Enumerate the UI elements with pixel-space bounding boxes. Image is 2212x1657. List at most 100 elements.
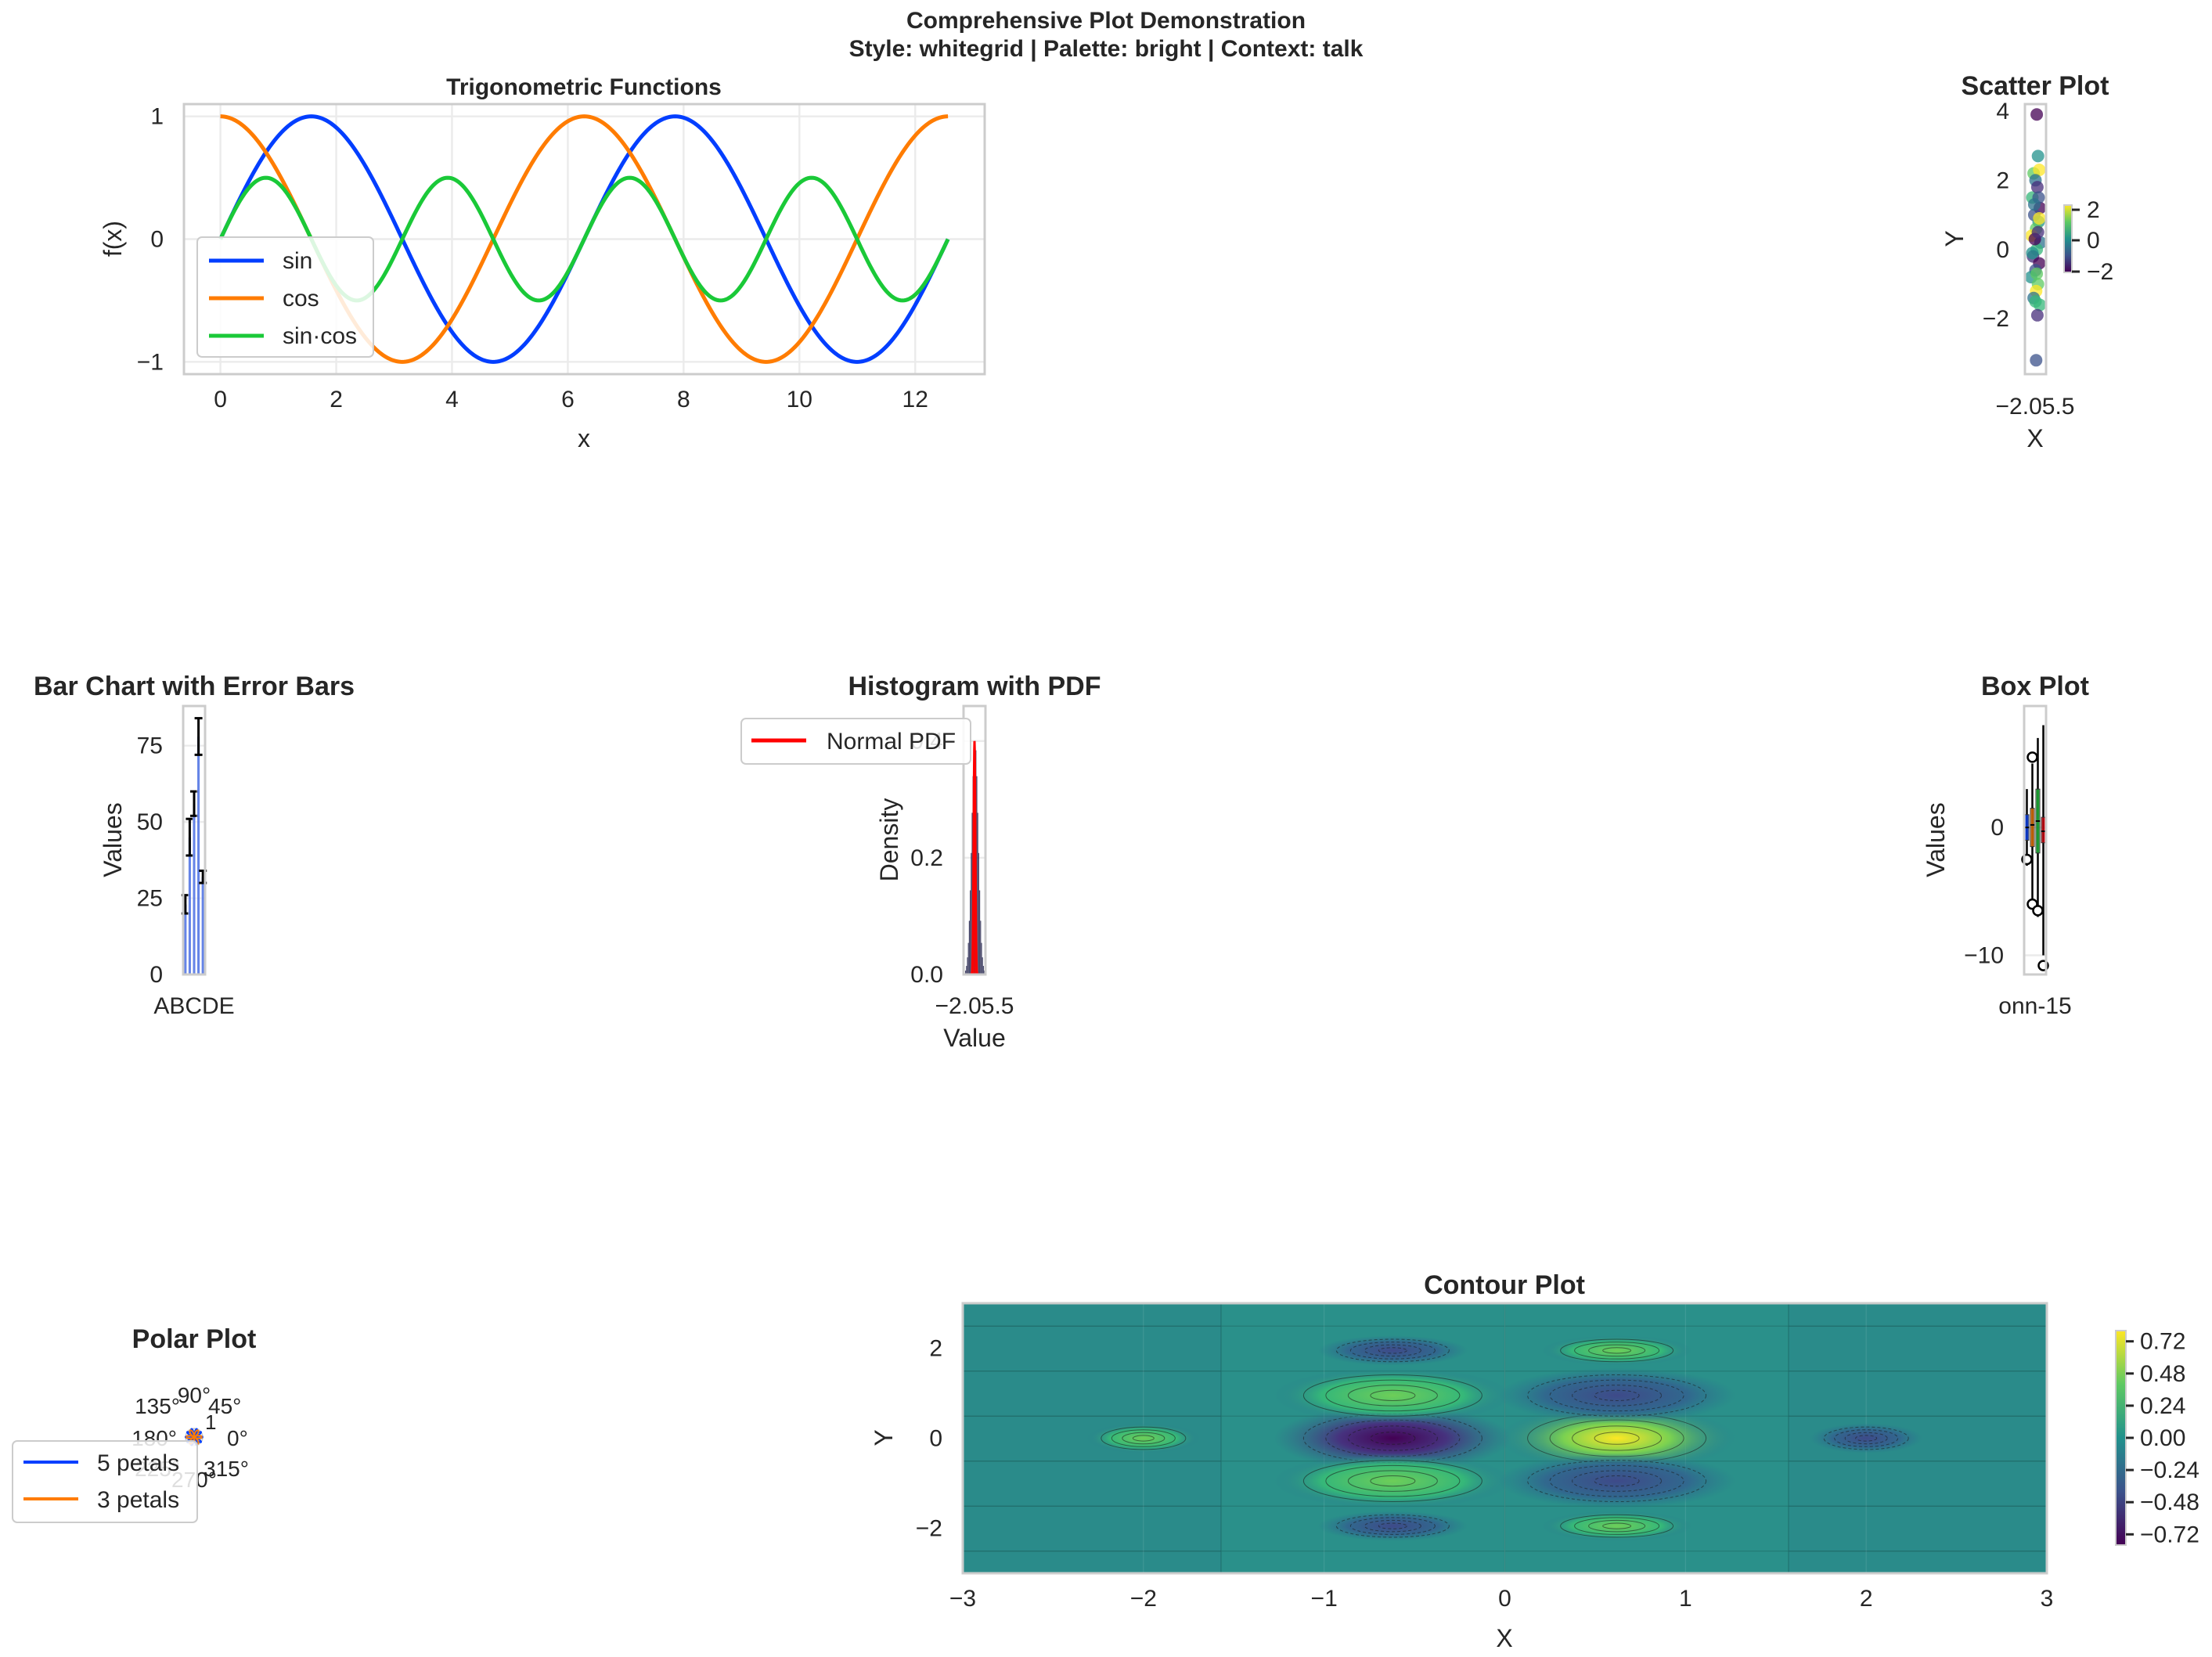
suptitle-line1: Comprehensive Plot Demonstration (906, 8, 1306, 34)
contour-line (1347, 1470, 1438, 1492)
polar-series-5 petals (184, 1428, 204, 1446)
contour-xlabel: X (1496, 1624, 1512, 1652)
contour-line (1347, 1385, 1438, 1407)
contour-line (1527, 1374, 1707, 1417)
contour-line (1588, 1344, 1646, 1357)
bar-title: Bar Chart with Error Bars (34, 672, 355, 701)
scatter-xlabel: X (2026, 424, 2043, 452)
polar-panel: Polar Plot 0°45°90°135°180°225°270°315°1… (12, 1324, 257, 1523)
hist-bin (982, 966, 984, 974)
scatter-ytick: −2 (1983, 306, 2009, 332)
scatter-point (2030, 267, 2044, 280)
contour-line (1594, 1475, 1640, 1487)
trig-ytick: 0 (150, 227, 164, 253)
scatter-cbar-tick: 2 (2087, 197, 2100, 223)
suptitle-line2: Style: whitegrid | Palette: bright | Con… (849, 36, 1364, 62)
hist-bin (967, 942, 969, 974)
contour-title: Contour Plot (1424, 1270, 1585, 1300)
bar-E (201, 877, 205, 975)
trig-xtick: 6 (561, 387, 575, 412)
contour-line (1370, 1389, 1416, 1401)
scatter-ytick: 4 (1996, 99, 2009, 124)
box-ylabel: Values (1922, 802, 1950, 877)
trig-ytick: 1 (150, 104, 164, 130)
bar-A (183, 904, 187, 975)
hist-ytick: 0.2 (910, 845, 943, 871)
scatter-cbar-tick: −2 (2087, 259, 2113, 285)
scatter-point (2030, 181, 2044, 194)
box-xticks: onn-15 (1998, 993, 2071, 1019)
contour-line (1560, 1514, 1674, 1538)
contour-line (1325, 1379, 1461, 1412)
scatter-cbar-tick: 0 (2087, 228, 2100, 254)
contour-line (1855, 1435, 1878, 1442)
contour-line (1823, 1426, 1909, 1450)
hist-bin (965, 970, 967, 974)
trig-title: Trigonometric Functions (446, 74, 722, 100)
contour-line (1132, 1435, 1155, 1442)
contour-line (1574, 1342, 1660, 1360)
contour-cbar-tick: 0.48 (2140, 1361, 2185, 1387)
contour-line (1378, 1522, 1407, 1529)
polar-series-3 petals (186, 1429, 203, 1445)
contour-line (1834, 1429, 1899, 1447)
contour-xtick: −3 (949, 1586, 976, 1612)
box-body (2041, 816, 2046, 844)
hist-xlabel: Value (943, 1024, 1005, 1052)
contour-line (1549, 1379, 1684, 1412)
contour-line (1364, 1344, 1421, 1357)
bar-D (196, 736, 200, 975)
contour-cbar-tick: 0.00 (2140, 1425, 2185, 1451)
contour-colorbar: 0.72 0.48 0.24 0.00 −0.24 −0.48 −0.72 (2115, 1329, 2199, 1547)
contour-region (1317, 1511, 1468, 1541)
hist-bin (968, 920, 970, 974)
scatter-point (2033, 164, 2046, 177)
contour-line (1844, 1432, 1888, 1445)
trig-xtick: 10 (787, 387, 812, 412)
contour-region (1497, 1453, 1736, 1509)
bar-ytick: 75 (137, 733, 163, 759)
box-body (2030, 808, 2035, 848)
box-ytick: −10 (1964, 943, 2004, 969)
hist-bin (976, 776, 978, 974)
contour-xtick: −1 (1311, 1586, 1338, 1612)
hist-title: Histogram with PDF (848, 672, 1101, 701)
hist-bin (978, 852, 979, 974)
trig-legend: sin cos sin·cos (196, 236, 374, 358)
hist-bin (966, 966, 967, 974)
contour-xtick: 2 (1860, 1586, 1873, 1612)
polar-title: Polar Plot (132, 1324, 257, 1354)
contour-ylabel: Y (870, 1429, 898, 1446)
box-outlier (2032, 905, 2044, 917)
contour-line (1335, 1338, 1450, 1363)
hist-bin (981, 942, 982, 974)
contour-line (1378, 1347, 1407, 1354)
box-outlier (2026, 751, 2038, 763)
bar-ytick: 50 (137, 809, 163, 835)
scatter-point (2033, 211, 2046, 225)
contour-xtick: 0 (1498, 1586, 1511, 1612)
scatter-point (2030, 308, 2044, 322)
contour-line (1572, 1425, 1663, 1451)
hist-bin (980, 920, 982, 974)
hist-panel: Histogram with PDF 0.00.20.4 −2.05.5 Val… (740, 672, 1101, 1052)
polar-angle-label: 90° (178, 1383, 211, 1407)
hist-ylabel: Density (875, 798, 903, 882)
contour-line (1325, 1464, 1461, 1497)
contour-line (1594, 1432, 1640, 1445)
contour-line (1335, 1514, 1450, 1538)
box-title: Box Plot (1981, 672, 2089, 701)
contour-line (1122, 1432, 1165, 1445)
polar-angle-label: 315° (204, 1457, 249, 1481)
polar-angle-label: 0° (227, 1426, 248, 1450)
trig-xtick: 4 (445, 387, 459, 412)
trig-legend-cos: cos (283, 286, 319, 312)
scatter-point (2031, 225, 2044, 239)
trig-ylabel: f(x) (99, 221, 127, 257)
contour-ytick: 0 (929, 1426, 942, 1452)
contour-region (1274, 1405, 1512, 1471)
contour-line (1602, 1347, 1632, 1354)
contour-xtick: −2 (1130, 1586, 1157, 1612)
bar-C (192, 803, 196, 975)
